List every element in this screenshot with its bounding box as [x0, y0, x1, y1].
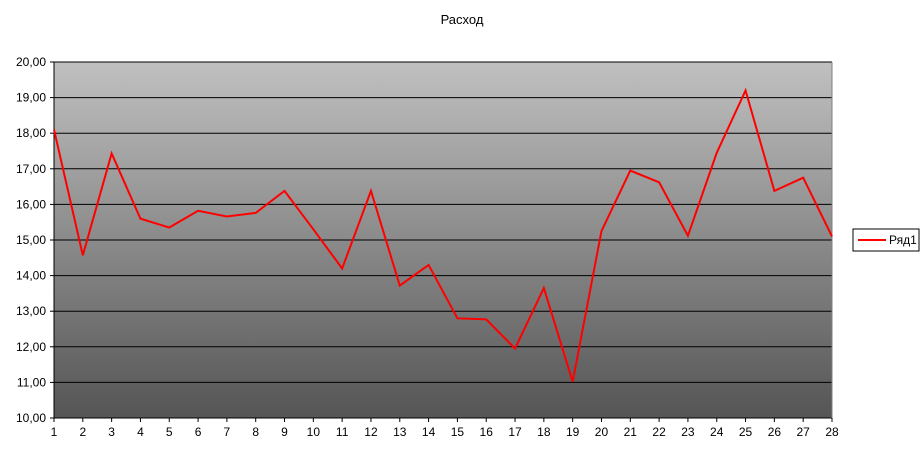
x-tick-label: 17 — [508, 425, 522, 439]
x-tick-label: 27 — [797, 425, 811, 439]
x-axis-tick-labels: 1 2 3 4 5 6 7 8 9 10 11 12 13 14 15 16 17 18 19 20 21 22 23 24 2… — [51, 418, 839, 439]
legend: Ряд1 — [852, 228, 920, 252]
x-tick-label: 15 — [451, 425, 465, 439]
x-tick-label: 24 — [710, 425, 724, 439]
x-tick-label: 14 — [422, 425, 436, 439]
x-tick-label: 18 — [537, 425, 551, 439]
x-tick-label: 16 — [480, 425, 494, 439]
x-tick-label: 28 — [825, 425, 839, 439]
x-tick-label: 20 — [595, 425, 609, 439]
x-tick-label: 22 — [652, 425, 666, 439]
y-tick-label: 15,00 — [16, 233, 46, 247]
x-tick-label: 5 — [166, 425, 173, 439]
x-tick-label: 2 — [79, 425, 86, 439]
y-tick-label: 16,00 — [16, 197, 46, 211]
y-tick-label: 12,00 — [16, 340, 46, 354]
chart-title: Расход — [441, 12, 484, 27]
legend-label-series-1: Ряд1 — [889, 233, 917, 247]
x-tick-label: 21 — [624, 425, 638, 439]
y-tick-label: 11,00 — [17, 375, 46, 389]
series-layer — [53, 87, 833, 382]
y-tick-label: 20,00 — [16, 55, 46, 69]
x-tick-label: 3 — [108, 425, 115, 439]
y-tick-label: 10,00 — [16, 411, 46, 425]
x-tick-label: 7 — [224, 425, 231, 439]
x-tick-label: 25 — [739, 425, 753, 439]
x-tick-label: 8 — [252, 425, 259, 439]
x-tick-label: 1 — [51, 425, 58, 439]
x-tick-label: 11 — [336, 425, 349, 439]
y-tick-label: 13,00 — [16, 304, 46, 318]
series-line-1 — [53, 87, 833, 382]
x-tick-label: 4 — [137, 425, 144, 439]
gridlines — [50, 61, 833, 419]
x-tick-label: 6 — [195, 425, 202, 439]
x-tick-label: 13 — [393, 425, 407, 439]
y-tick-label: 18,00 — [16, 126, 46, 140]
x-tick-label: 10 — [307, 425, 321, 439]
y-tick-label: 17,00 — [16, 162, 46, 176]
x-tick-label: 23 — [681, 425, 695, 439]
x-tick-label: 19 — [566, 425, 580, 439]
y-tick-label: 19,00 — [16, 91, 46, 105]
y-tick-label: 14,00 — [16, 269, 46, 283]
x-tick-label: 26 — [768, 425, 782, 439]
x-tick-label: 9 — [281, 425, 288, 439]
x-tick-label: 12 — [364, 425, 378, 439]
y-axis-tick-labels: 10,00 11,00 12,00 13,00 14,00 15,00 16,00 17,00… — [16, 55, 46, 425]
